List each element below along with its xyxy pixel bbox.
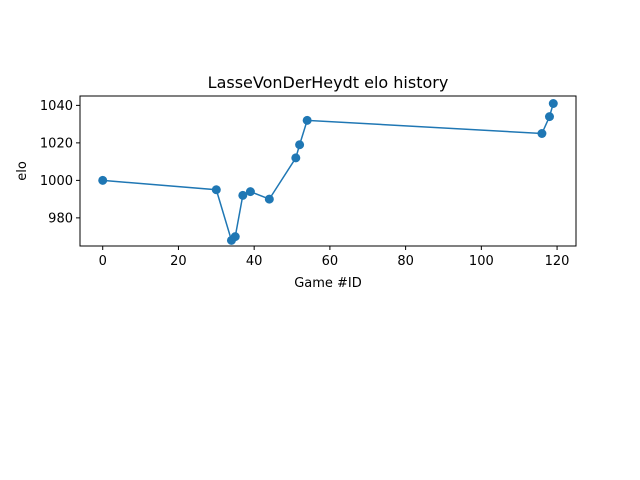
x-tick-label: 60 — [322, 254, 339, 269]
x-tick-label: 80 — [397, 254, 414, 269]
x-tick-label: 40 — [246, 254, 263, 269]
data-point — [245, 187, 255, 197]
data-point — [264, 194, 274, 204]
x-tick-label: 100 — [469, 254, 494, 269]
y-axis: 980 1000 1020 1040 — [40, 99, 80, 226]
data-point — [230, 232, 240, 242]
data-point — [544, 112, 554, 122]
y-tick-label: 1000 — [40, 174, 73, 189]
data-point — [238, 190, 248, 200]
data-point — [291, 153, 301, 163]
y-tick-label: 980 — [48, 211, 73, 226]
chart-title: LasseVonDerHeydt elo history — [208, 73, 449, 92]
data-point — [302, 115, 312, 125]
x-tick-label: 0 — [99, 254, 107, 269]
y-tick-label: 1020 — [40, 136, 73, 151]
plot-area-frame — [79, 95, 577, 247]
x-axis-title: Game #ID — [294, 276, 362, 291]
y-tick-label: 1040 — [40, 99, 73, 114]
data-point — [537, 129, 547, 138]
x-tick-label: 120 — [545, 254, 570, 269]
x-tick-label: 20 — [170, 254, 187, 269]
x-axis: 0 20 40 60 80 100 120 — [99, 246, 570, 269]
data-point — [98, 175, 108, 185]
data-point — [295, 140, 305, 150]
data-point — [548, 99, 558, 108]
y-axis-title: elo — [15, 161, 30, 181]
series-line — [102, 103, 555, 242]
data-point — [211, 185, 221, 195]
series-layer — [98, 99, 558, 245]
